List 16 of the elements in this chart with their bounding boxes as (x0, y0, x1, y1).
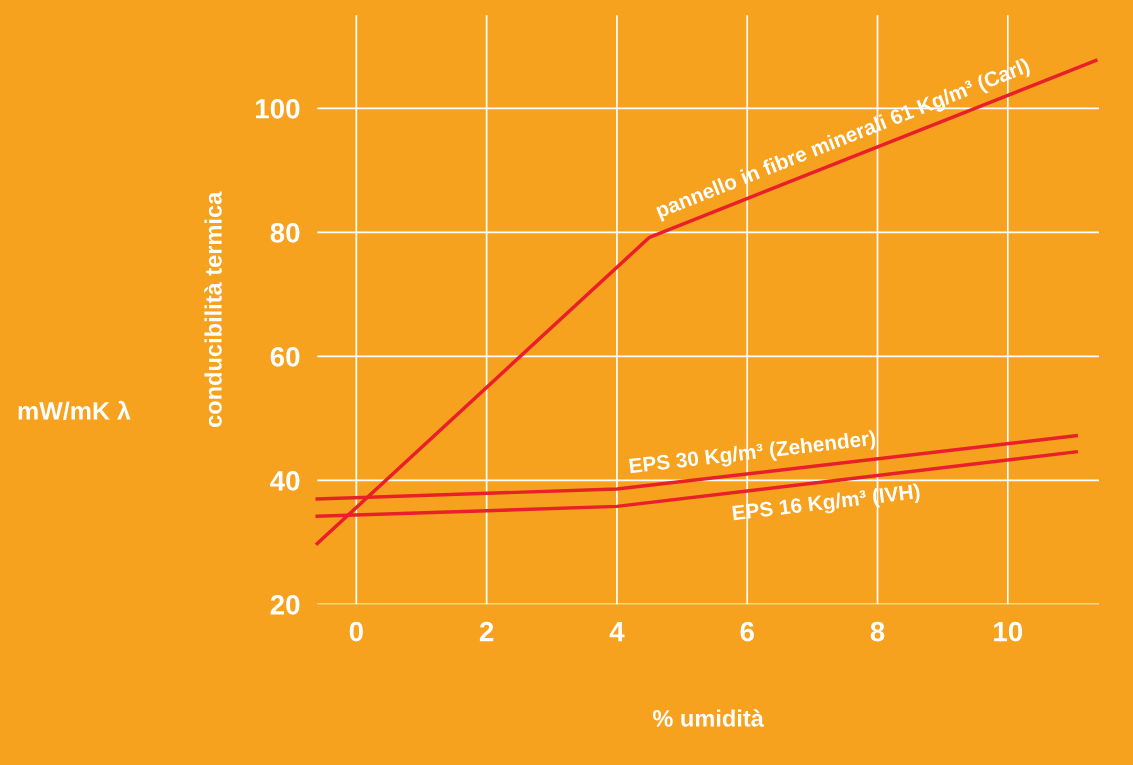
x-tick-label: 4 (609, 622, 625, 642)
x-tick-label: 8 (870, 621, 885, 642)
x-axis-title: % umidità (652, 709, 764, 727)
text: EPS 30 Kg/m³ (Zehender) (629, 429, 877, 478)
text: EPS 16 Kg/m³ (IVH) (732, 483, 921, 525)
y-tick-label: 20 (270, 595, 300, 615)
x-tick-label: 2 (479, 621, 494, 642)
y-tick-label: 60 (270, 347, 300, 367)
y-tick-label: 100 (255, 98, 300, 119)
x-tick-label: 10 (994, 621, 1023, 642)
x-tick-label: 6 (740, 621, 754, 642)
x-tick-label: 0 (349, 621, 363, 642)
text: mW/mK λ (18, 400, 131, 421)
y-axis-title: conducibilità termica (204, 191, 222, 427)
y-tick-label: 40 (270, 471, 300, 491)
y-tick-label: 80 (270, 222, 300, 243)
